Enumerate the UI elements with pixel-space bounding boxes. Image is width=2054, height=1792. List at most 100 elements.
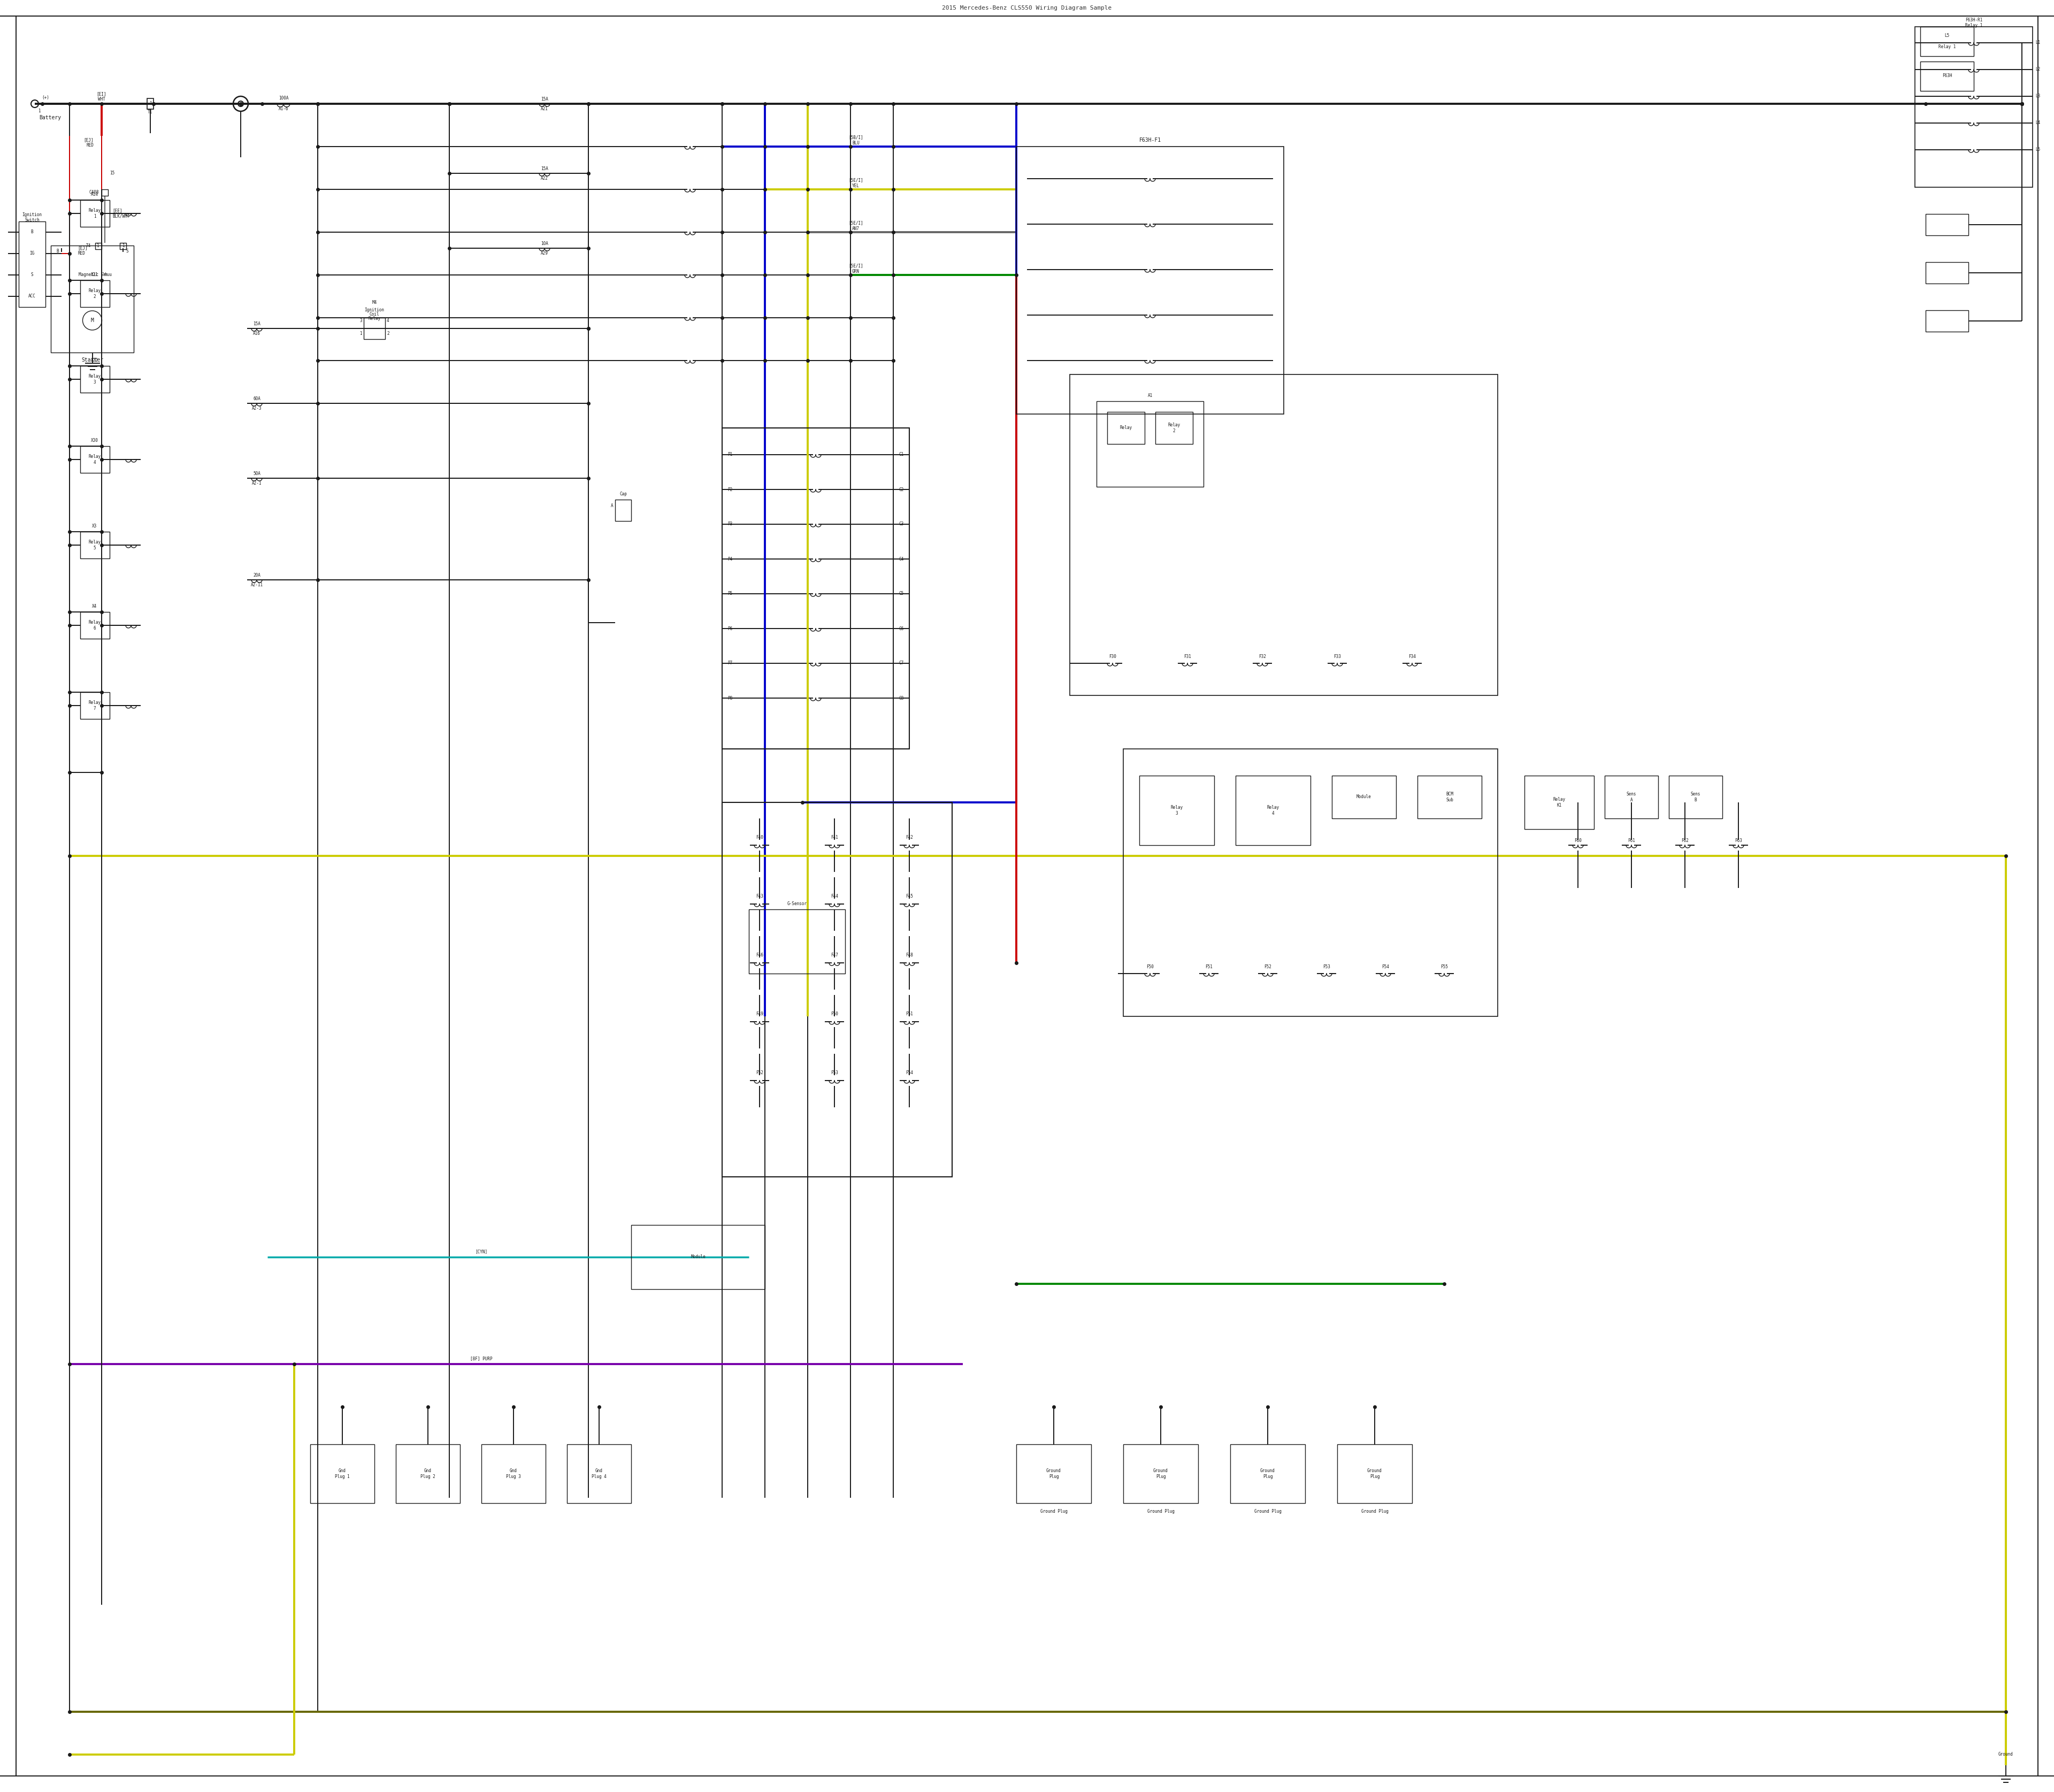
Text: T4: T4	[86, 244, 90, 249]
Bar	[1124, 1444, 1197, 1503]
Bar	[1154, 412, 1193, 444]
Bar	[1140, 776, 1214, 846]
Bar	[1927, 310, 1968, 332]
Text: 2: 2	[386, 332, 388, 337]
Bar	[1017, 1444, 1091, 1503]
Text: S: S	[125, 249, 127, 253]
Bar	[1920, 61, 1974, 91]
Text: Ignition: Ignition	[23, 213, 41, 217]
Text: 15A: 15A	[540, 167, 548, 170]
Bar	[80, 532, 109, 559]
Text: F48: F48	[906, 953, 914, 957]
Text: (+): (+)	[41, 95, 49, 100]
Bar	[18, 222, 45, 306]
Text: L3: L3	[2036, 93, 2040, 99]
Text: Ground
Plug: Ground Plug	[1261, 1468, 1276, 1478]
Text: F49: F49	[756, 1012, 764, 1016]
Bar	[101, 190, 109, 195]
Bar	[1668, 776, 1723, 819]
Bar	[1604, 776, 1658, 819]
Text: [EJ]: [EJ]	[84, 138, 94, 143]
Text: C408: C408	[88, 190, 99, 195]
Text: B: B	[31, 229, 33, 235]
Text: 10A: 10A	[540, 240, 548, 246]
Text: P3: P3	[727, 521, 733, 527]
Text: L5

Relay 1: L5 Relay 1	[1939, 34, 1955, 48]
Text: 15A: 15A	[540, 97, 548, 102]
Text: F46: F46	[756, 953, 764, 957]
Text: Gnd
Plug 2: Gnd Plug 2	[421, 1468, 435, 1478]
Text: F32: F32	[1259, 654, 1265, 659]
Text: P1: P1	[727, 452, 733, 457]
Text: F63H-F1: F63H-F1	[1140, 138, 1161, 143]
Text: Sens
B: Sens B	[1690, 792, 1701, 803]
Bar	[750, 909, 844, 973]
Text: F31: F31	[1183, 654, 1191, 659]
Bar	[1914, 27, 2033, 186]
Text: A14: A14	[90, 192, 99, 197]
Text: B: B	[55, 249, 60, 253]
Text: Starter: Starter	[82, 357, 103, 362]
Text: F54: F54	[1382, 964, 1389, 969]
Text: F45: F45	[906, 894, 914, 900]
Text: C2: C2	[900, 487, 904, 491]
Text: F63: F63	[1736, 839, 1742, 842]
Text: Ground Plug: Ground Plug	[1146, 1509, 1175, 1514]
Text: 50A: 50A	[253, 471, 261, 477]
Text: Gnd
Plug 1: Gnd Plug 1	[335, 1468, 349, 1478]
Text: Coil: Coil	[370, 312, 380, 317]
Bar	[1927, 213, 1968, 235]
Text: 100A: 100A	[279, 97, 288, 100]
Text: Ignition: Ignition	[364, 306, 384, 312]
Text: Ground
Plug: Ground Plug	[1045, 1468, 1062, 1478]
Text: Module: Module	[1356, 794, 1372, 799]
Text: [5B/I]
BLU: [5B/I] BLU	[848, 134, 863, 145]
Text: A1-6: A1-6	[279, 108, 288, 111]
Text: Ground Plug: Ground Plug	[1362, 1509, 1389, 1514]
Bar	[51, 246, 134, 353]
Bar	[80, 280, 109, 306]
Text: Sens
A: Sens A	[1627, 792, 1637, 803]
Text: Relay
2: Relay 2	[88, 289, 101, 299]
Bar	[1107, 412, 1144, 444]
Text: Ground Plug: Ground Plug	[1255, 1509, 1282, 1514]
Text: BCM
Sub: BCM Sub	[1446, 792, 1454, 803]
Bar	[1017, 147, 1284, 414]
Text: X21: X21	[90, 272, 99, 278]
Text: [5E/I]
YEL: [5E/I] YEL	[848, 177, 863, 188]
Text: P5: P5	[727, 591, 733, 597]
Bar	[1097, 401, 1204, 487]
Bar	[1920, 27, 1974, 56]
Text: [EI]: [EI]	[97, 91, 107, 97]
Text: A21: A21	[540, 106, 548, 111]
Text: A1: A1	[1148, 394, 1152, 398]
Text: F63H-R1: F63H-R1	[1966, 18, 1982, 23]
Text: Module: Module	[690, 1254, 705, 1260]
Text: C1: C1	[900, 452, 904, 457]
Text: A29: A29	[540, 251, 548, 256]
Text: Relay
1: Relay 1	[88, 208, 101, 219]
Text: [EJ]: [EJ]	[78, 246, 88, 251]
Text: Ground: Ground	[1999, 1753, 2013, 1756]
Text: WHT: WHT	[99, 97, 105, 102]
Text: F53: F53	[830, 1070, 838, 1075]
Bar	[1337, 1444, 1413, 1503]
Text: F55: F55	[1440, 964, 1448, 969]
Text: M: M	[90, 317, 94, 323]
Text: S: S	[31, 272, 33, 278]
Text: F63H: F63H	[1943, 73, 1951, 79]
Bar	[1237, 776, 1310, 846]
Text: 1: 1	[37, 109, 41, 113]
Text: A2-1: A2-1	[253, 480, 261, 486]
Text: Ground
Plug: Ground Plug	[1152, 1468, 1169, 1478]
Bar	[80, 611, 109, 638]
Bar	[310, 1444, 374, 1503]
Text: [5E/I]
GRN: [5E/I] GRN	[848, 263, 863, 274]
Text: 3: 3	[359, 317, 362, 323]
Text: T1: T1	[148, 109, 152, 115]
Text: 1: 1	[121, 244, 123, 249]
Text: C8: C8	[900, 695, 904, 701]
Text: ACC: ACC	[29, 294, 35, 299]
Text: P2: P2	[727, 487, 733, 491]
Text: [CYN]: [CYN]	[474, 1249, 487, 1254]
